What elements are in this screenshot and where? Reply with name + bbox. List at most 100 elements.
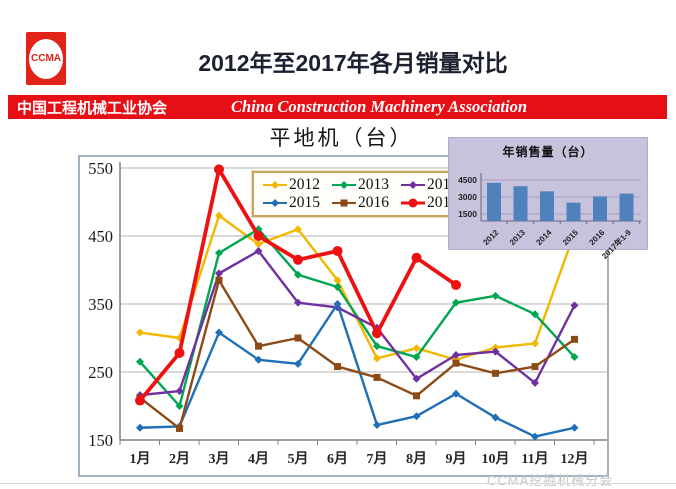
ccma-logo-text: CCMA xyxy=(31,53,61,64)
y-axis-tick-label: 150 xyxy=(88,431,113,450)
point-2012 xyxy=(491,343,500,352)
point-2014 xyxy=(491,347,500,356)
point-2013 xyxy=(340,181,348,189)
bar-2013 xyxy=(513,186,528,221)
x-axis-tick-label: 3月 xyxy=(209,451,230,467)
x-axis-tick-label: 4月 xyxy=(248,451,269,467)
point-2016 xyxy=(215,276,223,284)
point-2013 xyxy=(373,342,381,351)
point-2017 xyxy=(408,198,418,208)
point-2015 xyxy=(452,389,460,398)
legend-marker-icon xyxy=(263,199,287,207)
series-2014 xyxy=(136,246,579,400)
bar-2016 xyxy=(593,196,607,221)
y-axis-tick-label: 250 xyxy=(88,363,113,382)
point-2016 xyxy=(373,373,381,381)
inset-x-tick-label: 2014 xyxy=(534,228,553,247)
y-axis-tick-label: 350 xyxy=(88,295,113,314)
line-2016 xyxy=(138,278,576,430)
series-2015 xyxy=(136,300,579,441)
legend-marker-icon xyxy=(332,181,356,189)
chart-title: 平地机（台） xyxy=(269,126,414,150)
point-2017 xyxy=(293,254,303,265)
point-2014 xyxy=(215,269,223,278)
point-2013 xyxy=(452,298,460,307)
bar-2012 xyxy=(487,182,501,221)
point-2012 xyxy=(294,225,302,234)
point-2014 xyxy=(452,351,460,359)
legend-item-2013: 2013 xyxy=(332,176,389,194)
point-2015 xyxy=(271,199,279,207)
y-axis-tick-label: 450 xyxy=(88,227,113,246)
point-2013 xyxy=(215,249,223,257)
point-2013 xyxy=(294,270,302,279)
point-2013 xyxy=(412,353,421,362)
point-2013 xyxy=(136,357,144,366)
point-2013 xyxy=(531,310,539,319)
point-2014 xyxy=(409,181,417,189)
legend-label: 2015 xyxy=(289,194,320,211)
point-2012 xyxy=(412,344,421,353)
x-axis-tick-label: 12月 xyxy=(561,451,589,467)
point-2016 xyxy=(492,369,499,377)
x-axis-tick-label: 1月 xyxy=(130,451,151,467)
inset-x-tick-label: 2012 xyxy=(481,228,500,247)
chart-legend: 2012 2013 2014 2015 2016 2017 xyxy=(251,170,470,218)
point-2015 xyxy=(215,328,223,337)
inset-chart-panel: 年销售量（台） 1500 3000 4500 2012 2013 2014 2015 2016… xyxy=(448,137,648,261)
point-2017 xyxy=(332,245,343,256)
banner-chinese-name: 中国工程机械工业协会 xyxy=(17,99,168,117)
point-2012 xyxy=(254,240,263,249)
x-axis-tick-label: 5月 xyxy=(288,451,309,467)
point-2014 xyxy=(531,378,539,387)
point-2013 xyxy=(333,283,342,291)
page-title: 2012年至2017年各月销量对比 xyxy=(198,50,508,76)
point-2016 xyxy=(571,335,578,343)
point-2015 xyxy=(570,423,579,432)
point-2017 xyxy=(253,231,264,241)
point-2017 xyxy=(174,347,185,358)
legend-label: 2013 xyxy=(358,176,389,193)
page-bottom-divider xyxy=(0,483,676,484)
point-2016 xyxy=(340,199,348,207)
bar-2017年1-9 xyxy=(619,193,634,221)
series-2012 xyxy=(136,211,579,364)
inset-chart-title: 年销售量（台） xyxy=(502,145,594,159)
point-2017 xyxy=(135,395,145,406)
inset-y-tick-label: 1500 xyxy=(458,209,477,219)
x-axis-tick-label: 9月 xyxy=(446,451,467,467)
inset-x-tick-label: 2013 xyxy=(508,228,527,247)
inset-x-tick-label: 2016 xyxy=(587,228,606,247)
legend-item-2015: 2015 xyxy=(263,194,320,212)
line-2014 xyxy=(138,249,576,397)
series-2016 xyxy=(136,276,578,432)
point-2015 xyxy=(333,300,342,308)
x-axis-tick-label: 2月 xyxy=(169,451,190,467)
bar-2015 xyxy=(566,202,581,221)
point-2012 xyxy=(333,276,342,285)
legend-label: 2016 xyxy=(358,194,389,211)
legend-marker-icon xyxy=(263,181,287,189)
point-2016 xyxy=(176,424,183,432)
inset-y-tick-label: 3000 xyxy=(458,192,477,202)
line-2015 xyxy=(138,302,576,438)
legend-label: 2012 xyxy=(289,176,320,193)
point-2015 xyxy=(491,413,500,422)
watermark-text: CCMA挖掘机械分会 xyxy=(487,473,614,488)
point-2013 xyxy=(570,353,579,362)
point-2013 xyxy=(491,291,500,300)
legend-marker-icon xyxy=(401,198,425,208)
point-2015 xyxy=(412,412,421,421)
point-2016 xyxy=(334,363,341,371)
main-chart-svg: 150 250 350 450 550 1月 2月 3月 4月 5月 6月 7月 8月 9月 10月 11月 1… xyxy=(88,159,607,467)
ccma-logo: CCMA xyxy=(26,32,66,85)
point-2012 xyxy=(373,354,381,363)
point-2017 xyxy=(214,164,224,175)
point-2016 xyxy=(294,334,302,342)
point-2012 xyxy=(271,181,279,189)
point-2012 xyxy=(215,211,223,220)
legend-item-2012: 2012 xyxy=(263,176,320,194)
series-2017 xyxy=(135,164,461,406)
x-axis-tick-label: 10月 xyxy=(482,451,510,467)
